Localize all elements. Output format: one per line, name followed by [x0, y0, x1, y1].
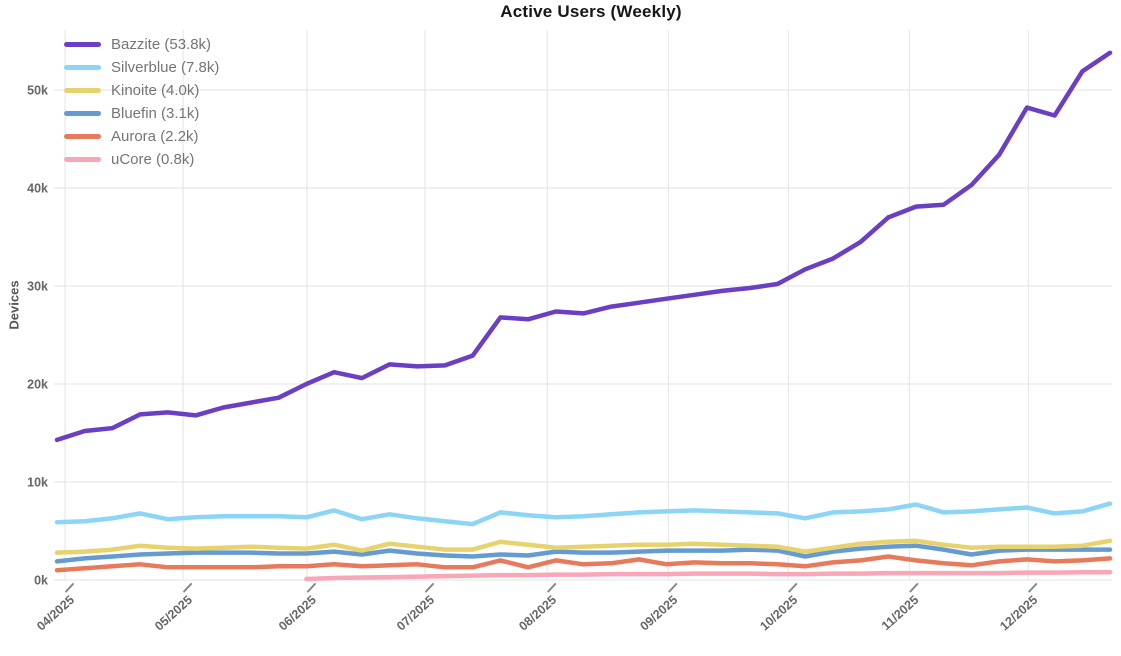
- legend-item-kinoite[interactable]: Kinoite (4.0k): [64, 79, 219, 102]
- y-tick-label: 20k: [27, 378, 48, 392]
- x-axis-tick: [424, 583, 434, 593]
- legend-swatch-bazzite: [64, 42, 101, 47]
- series-line-bluefin: [54, 543, 1113, 564]
- series-line-aurora: [54, 554, 1113, 573]
- x-axis-tick: [1028, 583, 1038, 593]
- legend-label-ucore: uCore (0.8k): [111, 151, 195, 168]
- x-tick-label: 10/2025: [757, 593, 800, 634]
- x-axis-tick: [65, 583, 75, 593]
- y-tick-label: 30k: [27, 280, 48, 294]
- y-axis-label: Devices: [6, 280, 22, 330]
- x-tick-label: 08/2025: [516, 593, 559, 634]
- legend-item-bazzite[interactable]: Bazzite (53.8k): [64, 33, 219, 56]
- y-tick-label: 0k: [34, 574, 48, 588]
- x-tick-label: 09/2025: [637, 593, 680, 634]
- y-tick-label: 10k: [27, 476, 48, 490]
- x-tick-label: 05/2025: [152, 593, 195, 634]
- x-tick-label: 06/2025: [276, 593, 319, 634]
- legend-item-bluefin[interactable]: Bluefin (3.1k): [64, 102, 219, 125]
- legend-item-aurora[interactable]: Aurora (2.2k): [64, 125, 219, 148]
- legend-swatch-kinoite: [64, 88, 101, 93]
- series-line-bazzite: [54, 50, 1113, 443]
- series-line-ucore: [304, 569, 1113, 582]
- legend-swatch-ucore: [64, 157, 101, 162]
- series-line-silverblue: [54, 501, 1113, 527]
- legend-label-bluefin: Bluefin (3.1k): [111, 105, 200, 122]
- legend-label-silverblue: Silverblue (7.8k): [111, 59, 220, 76]
- x-tick-label: 04/2025: [34, 593, 77, 634]
- chart-title: Active Users (Weekly): [500, 2, 682, 21]
- x-tick-label: 12/2025: [997, 593, 1040, 634]
- legend-item-silverblue[interactable]: Silverblue (7.8k): [64, 56, 219, 79]
- legend-label-kinoite: Kinoite (4.0k): [111, 82, 200, 99]
- legend-swatch-silverblue: [64, 65, 101, 70]
- x-axis-tick: [547, 583, 557, 593]
- x-axis-tick: [668, 583, 678, 593]
- x-axis-tick: [788, 583, 798, 593]
- legend: Bazzite (53.8k) Silverblue (7.8k) Kinoite …: [64, 33, 219, 171]
- x-axis-tick: [306, 583, 316, 593]
- y-tick-label: 40k: [27, 182, 48, 196]
- legend-swatch-bluefin: [64, 111, 101, 116]
- x-axis-tick: [909, 583, 919, 593]
- legend-label-bazzite: Bazzite (53.8k): [111, 36, 212, 53]
- y-tick-label: 50k: [27, 84, 48, 98]
- legend-swatch-aurora: [64, 134, 101, 139]
- series-line-kinoite: [54, 538, 1113, 555]
- x-tick-label: 11/2025: [879, 593, 921, 633]
- x-axis-tick: [183, 583, 193, 593]
- legend-label-aurora: Aurora (2.2k): [111, 128, 199, 145]
- x-tick-label: 07/2025: [394, 593, 437, 634]
- legend-item-ucore[interactable]: uCore (0.8k): [64, 148, 219, 171]
